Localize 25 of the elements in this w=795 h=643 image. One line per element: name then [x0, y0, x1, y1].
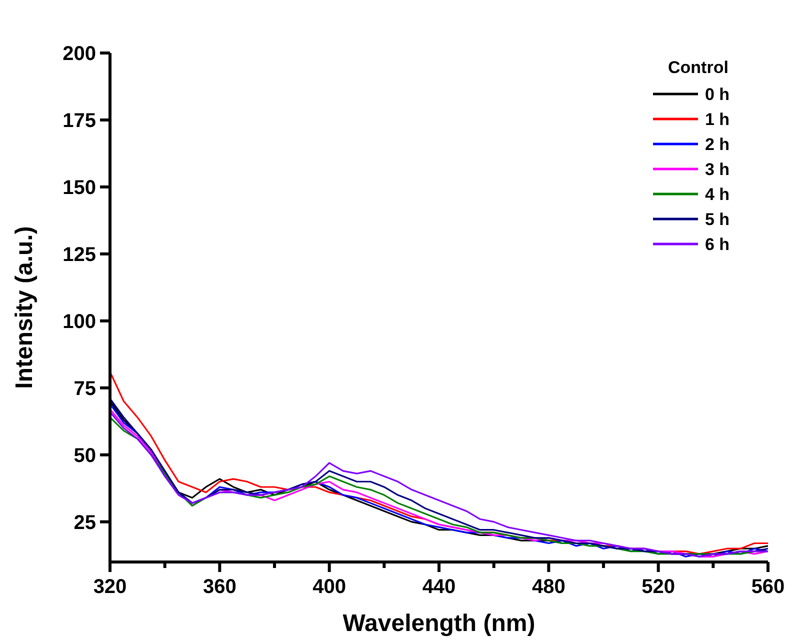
legend-label: 6 h: [705, 235, 730, 254]
y-tick-label: 75: [74, 378, 96, 400]
x-tick-label: 320: [93, 576, 127, 598]
y-axis-title: Intensity (a.u.): [11, 226, 38, 389]
y-tick-label: 200: [62, 43, 96, 65]
y-tick-label: 175: [62, 110, 96, 132]
legend-label: 4 h: [705, 185, 730, 204]
x-tick-label: 480: [532, 576, 566, 598]
legend-label: 0 h: [705, 85, 730, 104]
legend-label: 3 h: [705, 160, 730, 179]
legend-label: 2 h: [705, 135, 730, 154]
legend-label: 5 h: [705, 210, 730, 229]
y-tick-label: 25: [74, 512, 96, 534]
legend-label: 1 h: [705, 110, 730, 129]
x-axis-title: Wavelength (nm): [342, 610, 536, 637]
x-tick-label: 360: [202, 576, 236, 598]
x-tick-label: 440: [422, 576, 456, 598]
y-tick-label: 100: [62, 310, 96, 333]
x-tick-label: 520: [642, 576, 676, 598]
legend-title: Control: [668, 58, 728, 77]
y-tick-label: 125: [62, 244, 96, 266]
y-tick-label: 150: [62, 176, 96, 199]
y-tick-label: 50: [74, 444, 96, 467]
x-tick-label: 560: [751, 576, 785, 598]
x-tick-label: 400: [312, 576, 346, 598]
